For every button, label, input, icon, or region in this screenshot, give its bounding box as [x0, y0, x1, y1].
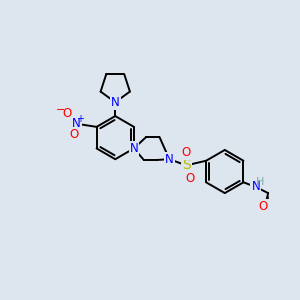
Text: O: O [182, 146, 191, 159]
Text: H: H [255, 177, 264, 187]
Text: N: N [165, 153, 174, 166]
Text: O: O [259, 200, 268, 213]
Text: O: O [70, 128, 79, 141]
Text: O: O [185, 172, 195, 185]
Text: N: N [130, 142, 138, 155]
Text: O: O [62, 107, 71, 120]
Text: N: N [111, 96, 120, 109]
Text: N: N [72, 117, 81, 130]
Text: +: + [76, 114, 84, 124]
Text: N: N [251, 180, 260, 194]
Text: −: − [56, 105, 65, 115]
Text: S: S [182, 158, 191, 172]
